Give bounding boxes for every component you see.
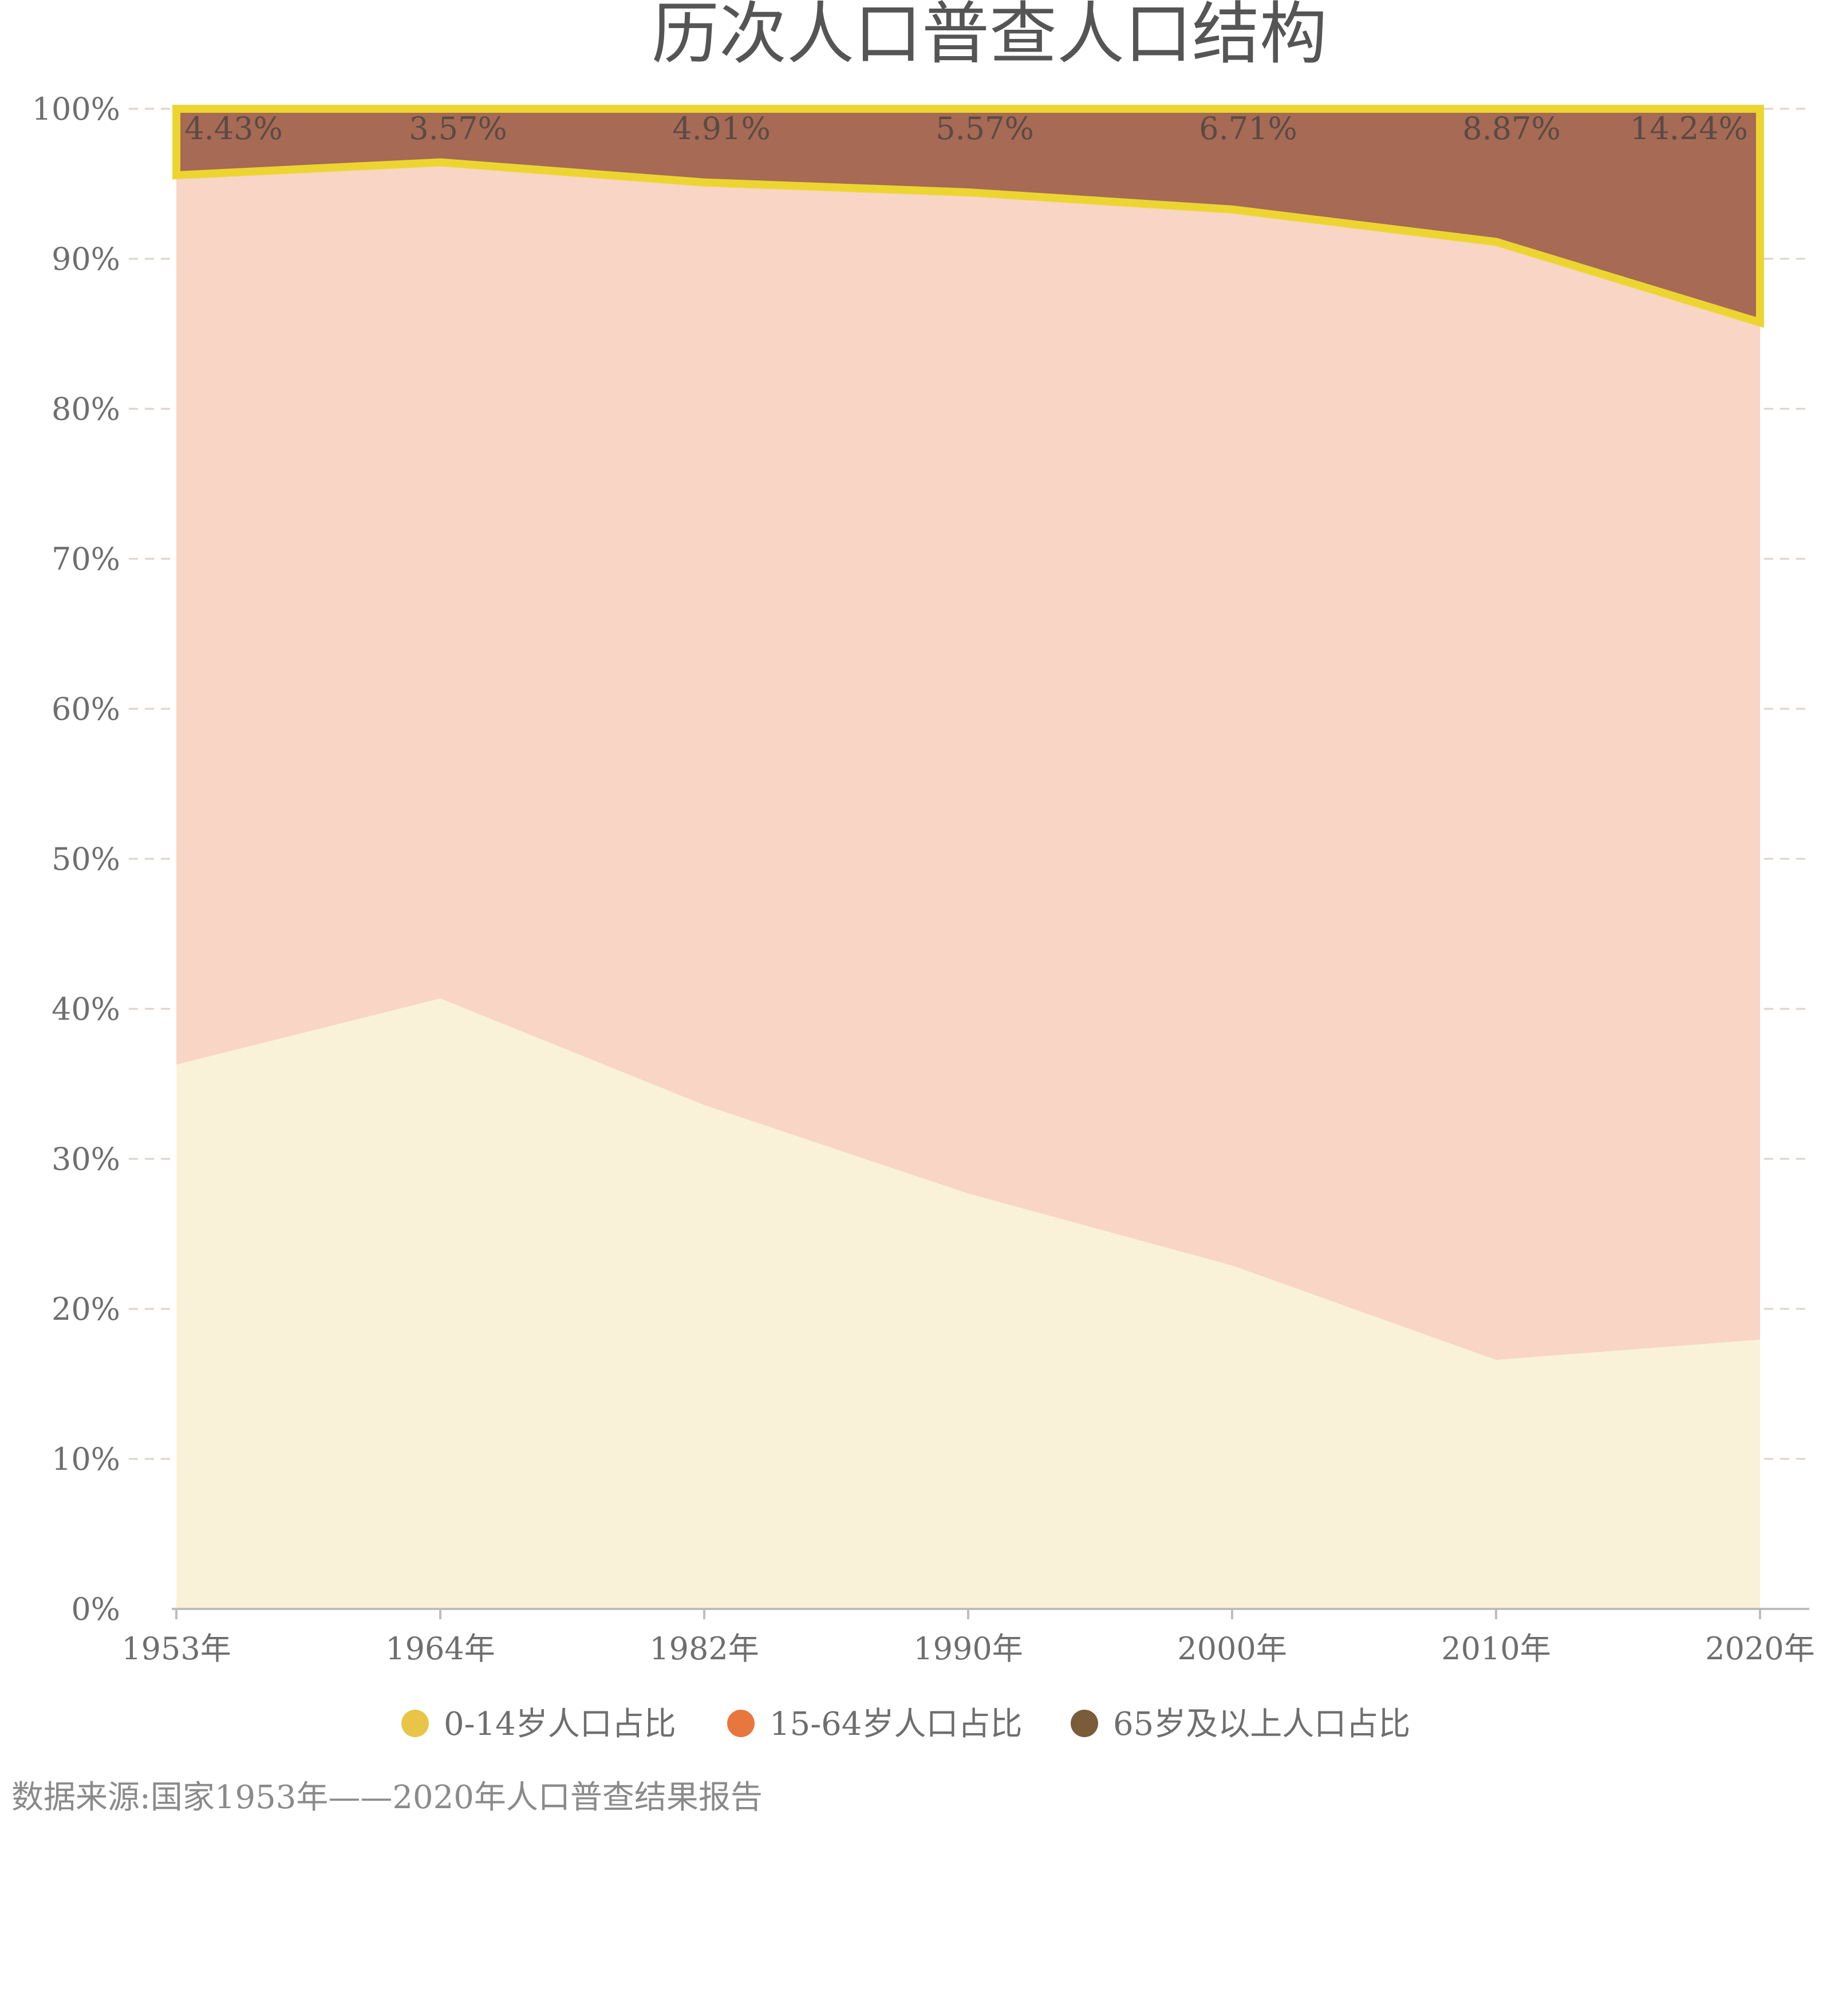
y-tick-label: 70% <box>52 541 120 577</box>
legend-label: 15-64岁人口占比 <box>770 1706 1022 1743</box>
y-tick-label: 90% <box>52 241 120 277</box>
data-label: 14.24% <box>1630 111 1748 147</box>
chart-title: 历次人口普查人口结构 <box>652 0 1327 73</box>
area-series-1 <box>176 162 1760 1360</box>
data-label: 4.43% <box>184 111 283 147</box>
data-label: 5.57% <box>936 111 1034 147</box>
y-tick-label: 30% <box>52 1141 120 1177</box>
legend-marker <box>727 1710 755 1737</box>
source-note: 数据来源:国家1953年——2020年人口普查结果报告 <box>11 1779 763 1816</box>
data-labels: 4.43% 3.57% 4.91% 5.57% 6.71% 8.87% 14.24% <box>184 111 1748 147</box>
legend-label: 0-14岁人口占比 <box>444 1706 676 1743</box>
y-tick-label: 100% <box>32 91 120 127</box>
stacked-areas <box>176 109 1760 1609</box>
x-tick-label: 2010年 <box>1441 1631 1550 1667</box>
y-tick-label: 20% <box>52 1291 120 1327</box>
x-tick-label: 2000年 <box>1177 1631 1287 1667</box>
legend-marker <box>401 1710 429 1737</box>
x-tick-label: 1953年 <box>121 1631 231 1667</box>
data-label: 6.71% <box>1199 111 1297 147</box>
y-tick-label: 80% <box>52 391 120 427</box>
legend: 0-14岁人口占比 15-64岁人口占比 65岁及以上人口占比 <box>401 1706 1410 1743</box>
y-tick-label: 40% <box>52 991 120 1027</box>
legend-marker <box>1071 1710 1098 1737</box>
highlight-outline-path <box>172 105 1764 328</box>
highlight-outline <box>172 105 1764 328</box>
axes: 0% 10% 20% 30% 40% 50% 60% 70% 80% 90% 100% 1953年 19… <box>32 91 1815 1667</box>
y-tick-label: 60% <box>52 691 120 727</box>
y-tick-label: 50% <box>52 841 120 877</box>
x-tick-label: 1990年 <box>913 1631 1023 1667</box>
data-label: 8.87% <box>1462 111 1561 147</box>
data-label: 4.91% <box>672 111 771 147</box>
y-tick-label: 0% <box>71 1591 120 1627</box>
area-series-2 <box>176 109 1760 323</box>
x-tick-label: 1982年 <box>649 1631 759 1667</box>
area-series-0 <box>176 998 1760 1609</box>
legend-label: 65岁及以上人口占比 <box>1113 1706 1410 1743</box>
y-tick-label: 10% <box>52 1441 120 1477</box>
data-label: 3.57% <box>409 111 507 147</box>
x-tick-label: 1964年 <box>385 1631 495 1667</box>
x-tick-label: 2020年 <box>1705 1631 1814 1667</box>
